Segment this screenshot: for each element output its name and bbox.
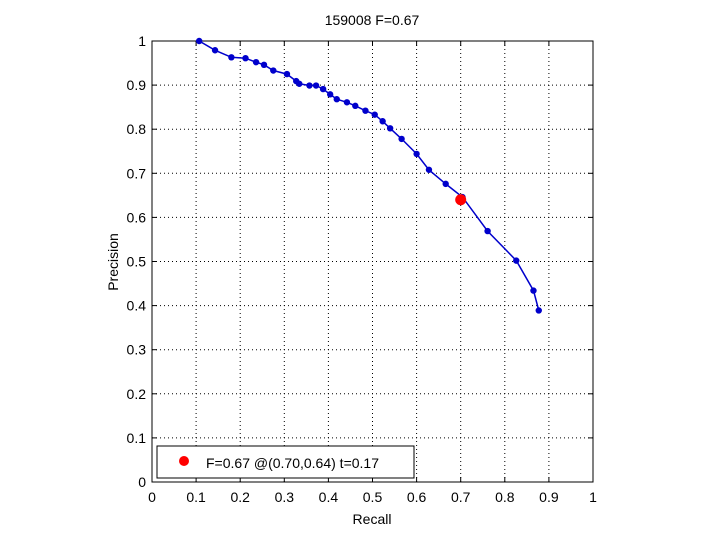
x-tick-label: 0.2 (230, 489, 250, 505)
x-tick-label: 0.7 (451, 489, 471, 505)
grid-lines (152, 41, 593, 482)
y-tick-labels: 0 0.1 0.2 0.3 0.4 0.5 0.6 0.7 0.8 0.9 1 (127, 33, 147, 490)
x-tick-label: 0.4 (319, 489, 339, 505)
x-tick-label: 0.3 (275, 489, 295, 505)
data-point (296, 80, 303, 87)
data-point (211, 47, 219, 54)
data-point (379, 118, 386, 125)
data-point (535, 307, 542, 314)
y-tick-label: 0.2 (127, 386, 147, 402)
x-tick-labels: 0 0.1 0.2 0.3 0.4 0.5 0.6 0.7 0.8 0.9 1 (148, 489, 597, 505)
x-axis-title: Recall (353, 511, 392, 527)
data-point (386, 125, 394, 132)
data-point (371, 111, 378, 118)
best-f-point (455, 194, 467, 206)
data-point (398, 135, 405, 143)
data-point (362, 107, 369, 114)
x-tick-label: 0 (148, 489, 156, 505)
data-point (319, 85, 327, 93)
y-tick-label: 0.7 (127, 165, 147, 181)
data-point (270, 67, 277, 74)
pr-series (195, 37, 542, 314)
data-point (252, 58, 260, 66)
y-tick-label: 0.4 (127, 298, 147, 314)
legend-box (156, 445, 415, 479)
y-tick-label: 0.8 (127, 121, 147, 137)
data-point (195, 37, 203, 45)
y-tick-label: 0.5 (127, 254, 147, 270)
data-point (413, 150, 420, 158)
series-line (198, 40, 540, 311)
data-point (352, 102, 359, 110)
data-point (513, 257, 520, 264)
data-point (343, 99, 351, 106)
x-tick-label: 0.9 (539, 489, 559, 505)
data-point (242, 54, 249, 62)
x-tick-label: 1 (589, 489, 597, 505)
data-point (260, 61, 268, 69)
y-tick-label: 1 (138, 33, 146, 49)
x-tick-label: 0.6 (407, 489, 427, 505)
y-tick-label: 0 (138, 474, 146, 490)
x-tick-label: 0.1 (186, 489, 206, 505)
legend-marker (179, 456, 189, 466)
data-point (228, 54, 235, 61)
y-tick-label: 0.6 (127, 209, 147, 225)
data-point (306, 82, 313, 89)
y-axis-title: Precision (105, 233, 121, 291)
x-tick-label: 0.8 (495, 489, 515, 505)
data-point (326, 91, 334, 98)
data-point (442, 180, 449, 188)
data-point (312, 82, 320, 89)
data-point (283, 70, 291, 78)
axis-ticks (151, 40, 594, 483)
best-f-marker (455, 194, 467, 206)
data-point (425, 166, 433, 173)
y-tick-label: 0.3 (127, 342, 147, 358)
legend-label: F=0.67 @(0.70,0.64) t=0.17 (206, 455, 379, 471)
x-tick-label: 0.5 (363, 489, 383, 505)
y-tick-label: 0.1 (127, 430, 147, 446)
data-point (333, 96, 340, 103)
legend: F=0.67 @(0.70,0.64) t=0.17 (156, 445, 415, 479)
data-point (484, 227, 491, 235)
chart-title: 159008 F=0.67 (325, 12, 420, 28)
data-point (530, 287, 537, 294)
y-tick-label: 0.9 (127, 77, 147, 93)
